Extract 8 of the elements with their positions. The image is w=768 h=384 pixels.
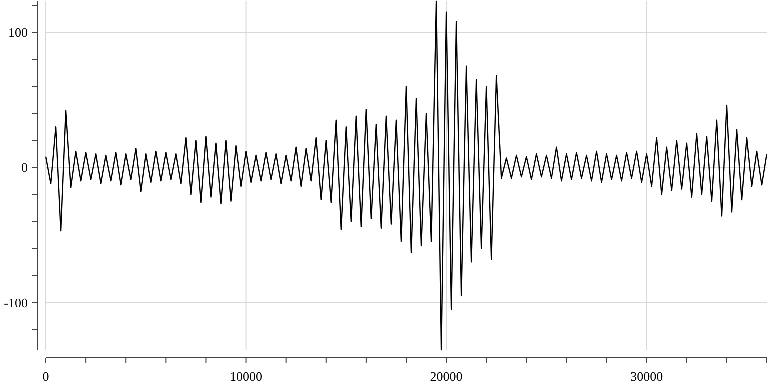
x-tick-label: 10000	[230, 369, 263, 384]
x-tick-label: 30000	[630, 369, 664, 384]
x-tick-label: 20000	[430, 369, 463, 384]
line-series	[45, 0, 768, 351]
y-tick-label: -100	[4, 295, 28, 310]
x-tick-label: 0	[42, 369, 50, 384]
y-tick-label: 100	[8, 25, 28, 40]
y-tick-label: 0	[22, 160, 28, 176]
